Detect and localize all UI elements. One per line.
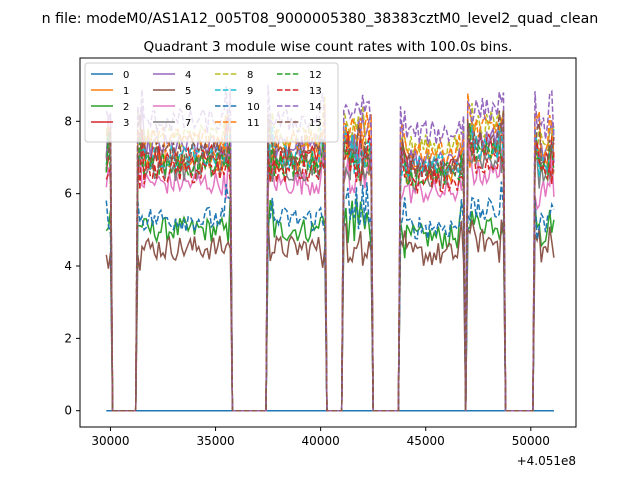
figure-suptitle: n file: modeM0/AS1A12_005T08_9000005380_… xyxy=(42,11,599,27)
legend-label-10: 10 xyxy=(247,102,260,113)
axes-frame xyxy=(79,57,577,428)
x-axis-offset-label: +4.051e8 xyxy=(517,454,576,468)
series-line-5 xyxy=(105,219,555,412)
legend-label-8: 8 xyxy=(247,70,253,81)
legend-label-15: 15 xyxy=(309,118,322,129)
chart-title: Quadrant 3 module wise count rates with … xyxy=(144,39,513,55)
y-axis: 0 2 4 6 8 xyxy=(64,114,80,418)
legend-label-9: 9 xyxy=(247,86,253,97)
x-tick-label: 35000 xyxy=(196,434,234,448)
x-tick-label: 50000 xyxy=(512,434,550,448)
legend-label-13: 13 xyxy=(309,86,322,97)
legend-label-3: 3 xyxy=(123,118,129,129)
legend-label-4: 4 xyxy=(185,70,191,81)
y-tick-label: 6 xyxy=(64,187,72,201)
legend-label-14: 14 xyxy=(309,102,322,113)
y-tick-label: 8 xyxy=(64,114,72,128)
series-line-13 xyxy=(105,130,555,412)
legend-label-2: 2 xyxy=(123,102,129,113)
y-tick-label: 4 xyxy=(64,259,72,273)
y-tick-label: 0 xyxy=(64,404,72,418)
legend-label-12: 12 xyxy=(309,70,322,81)
series-line-10 xyxy=(105,181,555,412)
y-tick-label: 2 xyxy=(64,331,72,345)
x-axis: 30000 35000 40000 45000 50000 xyxy=(91,427,550,448)
series-line-15 xyxy=(105,109,555,412)
series-line-6 xyxy=(105,141,555,412)
legend-box xyxy=(84,62,339,143)
legend-label-6: 6 xyxy=(185,102,191,113)
legend-label-0: 0 xyxy=(123,70,129,81)
x-tick-label: 30000 xyxy=(91,434,129,448)
series-line-7 xyxy=(105,126,555,412)
legend-label-11: 11 xyxy=(247,118,260,129)
legend-label-5: 5 xyxy=(185,86,191,97)
x-tick-label: 40000 xyxy=(302,434,340,448)
legend-label-7: 7 xyxy=(185,118,191,129)
legend-label-1: 1 xyxy=(123,86,129,97)
x-tick-label: 45000 xyxy=(407,434,445,448)
